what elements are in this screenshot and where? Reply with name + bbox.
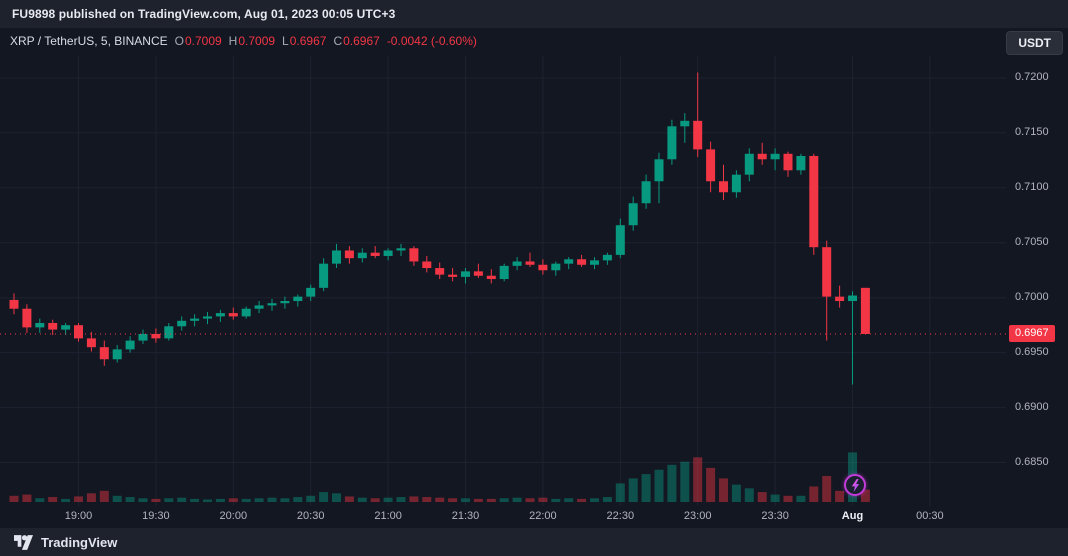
price-tick-label: 0.6900 [1015, 400, 1049, 413]
open-label: O [174, 34, 184, 48]
high-label: H [228, 34, 238, 48]
candles [9, 72, 870, 385]
publish-header: FU9898 published on TradingView.com, Aug… [0, 0, 1068, 28]
attribution-text: FU9898 published on TradingView.com, Aug… [12, 7, 396, 21]
time-tick-label: 21:30 [451, 510, 480, 522]
time-tick-label: 19:30 [142, 510, 170, 522]
time-tick-label: 22:00 [529, 510, 557, 522]
time-tick-label: 23:30 [761, 510, 789, 522]
price-axis[interactable]: 0.6967 0.7200 0.7150 0.7100 0.7050 0.7000 0.6… [1006, 28, 1068, 506]
time-tick-label: 23:00 [683, 510, 712, 522]
chart-area: XRP / TetherUS, 5, BINANCE O 0.7009 H 0.70… [0, 28, 1068, 528]
time-tick-label: 19:00 [64, 510, 93, 522]
currency-toggle-button[interactable]: USDT [1006, 31, 1063, 55]
low-value: 0.6967 [289, 34, 327, 48]
time-tick-label: 20:30 [296, 510, 325, 522]
price-tick-label: 0.7100 [1015, 180, 1049, 193]
price-tick-label: 0.7000 [1015, 290, 1049, 303]
time-tick-label: Aug [841, 510, 864, 522]
candlestick-chart[interactable] [0, 56, 1006, 506]
symbol-title[interactable]: XRP / TetherUS, 5, BINANCE [10, 34, 168, 48]
tradingview-logo-icon[interactable] [14, 534, 33, 550]
tradingview-wordmark[interactable]: TradingView [41, 534, 118, 550]
lightning-icon [851, 478, 859, 492]
ohlc-open: O 0.7009 [175, 34, 222, 48]
price-tick-label: 0.6850 [1015, 455, 1049, 468]
time-tick-label: 21:00 [374, 510, 402, 522]
time-axis[interactable]: 19:00 19:30 20:00 20:30 21:00 21:30 22:00 22:30… [0, 508, 1006, 528]
chart-legend: XRP / TetherUS, 5, BINANCE O 0.7009 H 0.70… [10, 34, 477, 48]
open-value: 0.7009 [184, 34, 222, 48]
ohlc-low: L 0.6967 [282, 34, 326, 48]
price-tick-label: 0.7050 [1015, 235, 1049, 248]
price-tick-label: 0.7200 [1015, 70, 1049, 83]
time-tick-label: 20:00 [219, 510, 248, 522]
last-price-badge: 0.6967 [1009, 324, 1055, 342]
lightning-sticker[interactable] [844, 474, 866, 496]
close-value: 0.6967 [343, 34, 380, 48]
volume-bars [9, 452, 870, 502]
ohlc-high: H 0.7009 [229, 34, 275, 48]
change-value: -0.0042 (-0.60%) [386, 34, 477, 48]
price-tick-label: 0.7150 [1015, 125, 1049, 138]
high-value: 0.7009 [238, 34, 276, 48]
time-tick-label: 22:30 [606, 510, 635, 522]
price-tick-label: 0.6950 [1015, 345, 1049, 358]
close-label: C [333, 34, 343, 48]
ohlc-close: C 0.6967 [333, 34, 379, 48]
time-tick-label: 00:30 [916, 510, 944, 522]
low-label: L [282, 34, 289, 48]
footer-bar: TradingView [0, 528, 1068, 556]
grid-lines [0, 56, 1006, 506]
